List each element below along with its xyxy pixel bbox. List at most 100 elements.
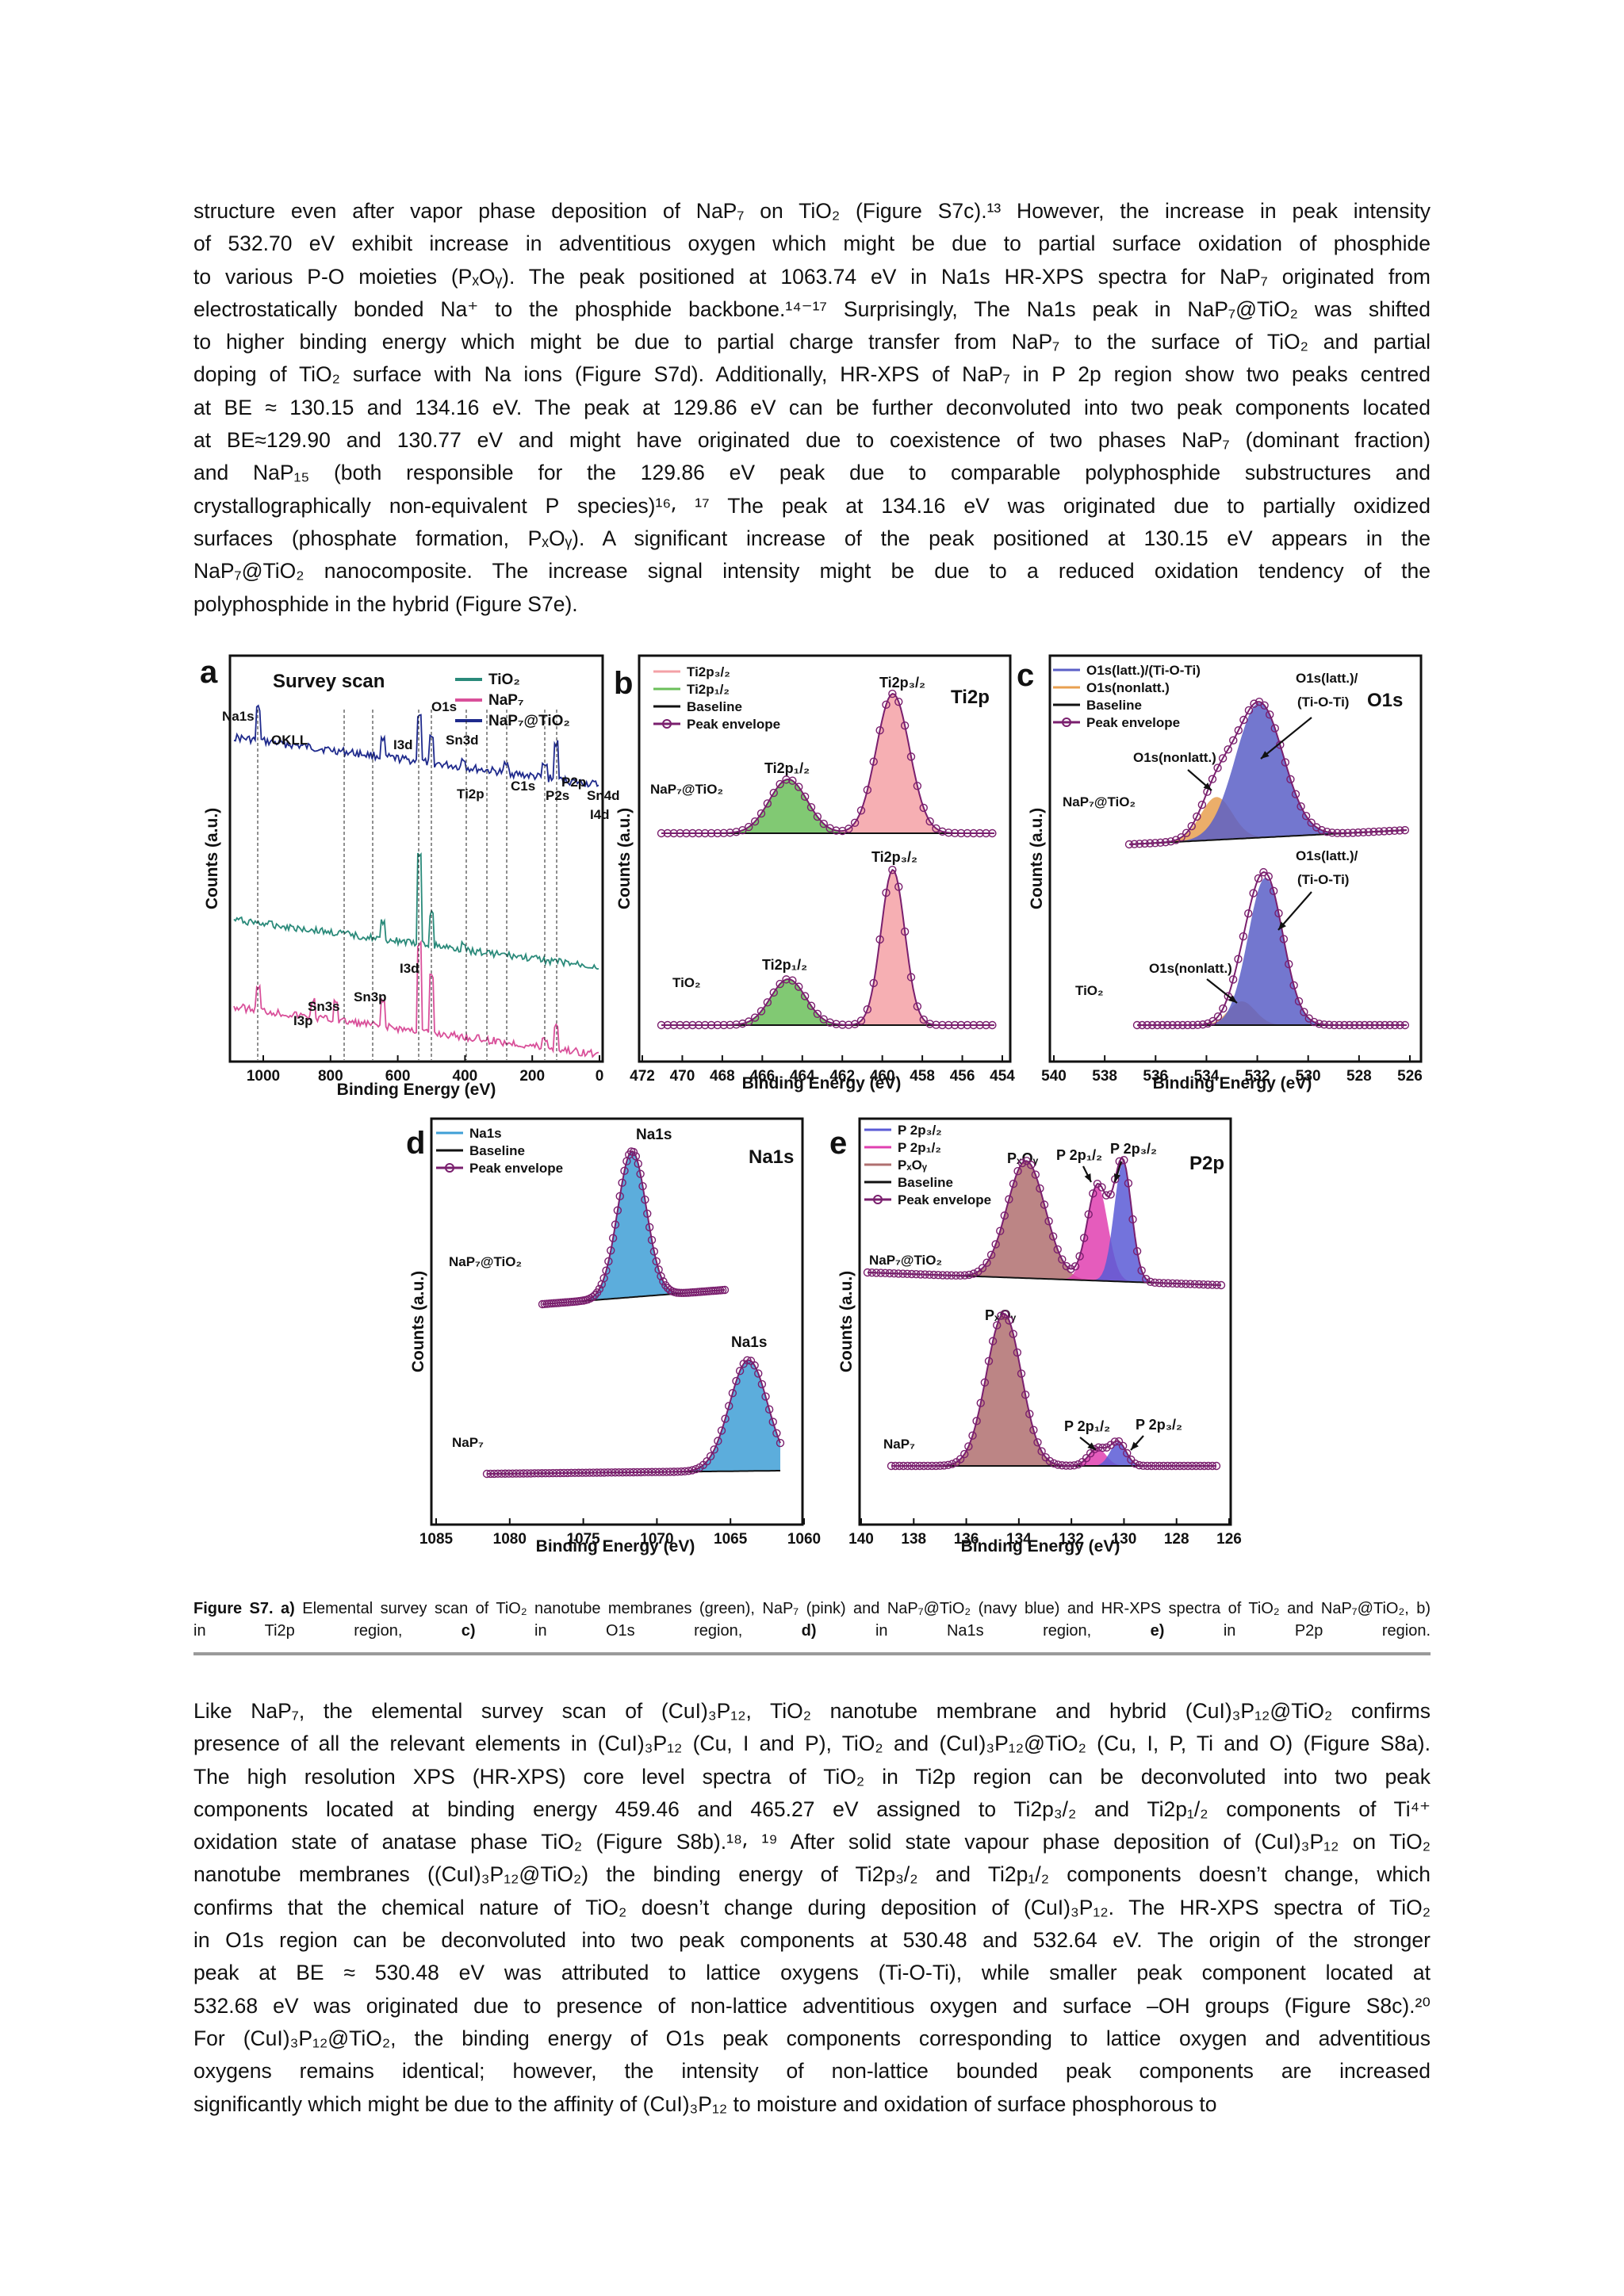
panel-d-lower-data-point — [754, 1369, 763, 1378]
panel-e-upper-data-point — [881, 1269, 890, 1277]
panel-e-title: P2p — [1189, 1153, 1224, 1174]
panel-c-upper-data-point — [1193, 812, 1201, 821]
panel-e-upper-data-point — [1075, 1252, 1084, 1261]
panel-c-lower-data-point — [1365, 1020, 1374, 1030]
panel-b-lower-data-point — [888, 865, 897, 874]
panel-d-upper-data-point — [599, 1274, 608, 1283]
panel-d-upper-data-point — [613, 1206, 622, 1215]
panel-e-lower-data-point — [1171, 1461, 1180, 1471]
panel-e-lower-data-point — [1029, 1425, 1038, 1434]
panel-e-lower-data-point — [1021, 1391, 1030, 1399]
panel-b-upper-data-point — [682, 828, 691, 838]
panel-d-upper-data-point — [629, 1147, 638, 1157]
panel-e-upper-data-point — [952, 1271, 960, 1280]
panel-e-upper-data-point — [1208, 1280, 1217, 1289]
panel-b-upper-data-point — [819, 819, 828, 828]
panel-c-lower-data-point — [1183, 1020, 1192, 1030]
panel-e-upper-data-point — [1027, 1161, 1036, 1169]
panel-c-lower-data-point — [1219, 1004, 1228, 1013]
panel-e-lower-data-point — [960, 1449, 969, 1459]
panel-c-upper-data-point — [1140, 839, 1149, 848]
panel-e-tick-label: 130 — [1112, 1531, 1137, 1548]
caption-line-2: in Ti2p region, c) in O1s region, d) in … — [193, 1622, 1431, 1640]
panel-c-lower-data-point — [1239, 932, 1248, 941]
panel-a-letter: a — [200, 655, 218, 690]
panel-d-upper-data-point — [634, 1159, 642, 1169]
panel-e-upper-data-point — [902, 1269, 912, 1278]
panel-c-upper-data-point — [1229, 736, 1238, 745]
panel-b-upper-data-point — [913, 782, 922, 790]
panel-b-upper-data-point — [695, 828, 703, 838]
panel-c-lower-data-point — [1269, 886, 1278, 896]
panel-d-tick-label: 1085 — [419, 1531, 454, 1548]
panel-d-peak-label: Na1s — [636, 1127, 672, 1143]
panel-b-lower-data-point — [726, 1020, 734, 1029]
panel-b-lower-data-point — [713, 1020, 722, 1030]
panel-c-upper-data-point — [1396, 826, 1404, 835]
panel-b-upper-data-point — [800, 792, 810, 802]
caption-divider — [193, 1652, 1431, 1655]
panel-b-lower-data-point — [863, 1005, 872, 1014]
panel-d-tick-label: 1075 — [566, 1531, 600, 1548]
panel-e-lower-data-point — [1143, 1461, 1152, 1471]
panel-c-letter: c — [1017, 658, 1034, 693]
panel-c-lower-data-point — [1234, 955, 1243, 963]
panel-d-upper-data-point — [595, 1284, 604, 1294]
panel-b-lower-data-point — [894, 882, 903, 891]
panel-d-lower-data-point — [706, 1452, 715, 1461]
panel-e-lower-data-point — [1058, 1461, 1067, 1470]
panel-c-upper-data-point — [1327, 828, 1337, 837]
panel-b-upper-data-point — [707, 828, 716, 838]
panel-e-lower-data-point — [1155, 1461, 1164, 1471]
figure-s7: a Survey scan TiO₂ NaP₇ NaP₇@TiO₂ Na1s OKLL I3d… — [193, 646, 1438, 1566]
panel-e-lower-data-point — [1175, 1461, 1185, 1471]
panel-d-upper-data-point — [590, 1291, 599, 1299]
panel-b-upper-data-point — [700, 828, 710, 838]
panel-b-lower-data-point — [919, 1015, 928, 1024]
panel-e-upper-data-point — [986, 1250, 996, 1260]
panel-c-upper-data-point — [1208, 775, 1217, 783]
panel-e-lower-data-point — [980, 1378, 990, 1387]
panel-e-lower-data-point — [1123, 1448, 1132, 1458]
panel-b-upper-data-point — [713, 828, 722, 838]
panel-c-lower-data-point — [1138, 1020, 1147, 1030]
panel-c-upper-data-point — [1323, 828, 1331, 836]
para1-line: electrostatically bonded Na⁺ to the phos… — [193, 297, 1431, 321]
panel-d-upper-data-point — [652, 1257, 661, 1266]
panel-d-tick-label: 1060 — [787, 1531, 821, 1548]
panel-b-upper-data-point — [938, 827, 947, 836]
panel-b-tick-label: 472 — [630, 1068, 655, 1085]
panel-e-lower-data-point — [887, 1461, 896, 1471]
para1-line: and NaP₁₅ (both responsible for the 129.… — [193, 461, 1431, 485]
panel-a-legend-entry: NaP₇ — [488, 692, 524, 709]
panel-b-tick-label: 470 — [670, 1068, 695, 1085]
panel-c-upper-data-point — [1166, 837, 1175, 846]
panel-e-xlabel: Binding Energy (eV) — [961, 1537, 1120, 1556]
panel-d-frame — [430, 1117, 804, 1526]
panel-d-lower-data-point — [732, 1376, 741, 1386]
panel-c-lower-envelope — [1137, 871, 1407, 1026]
para1-line: at BE ≈ 130.15 and 134.16 eV. The peak a… — [193, 395, 1431, 419]
panel-c-lower-data-point — [1259, 867, 1268, 877]
panel-a-xlabel: Binding Energy (eV) — [337, 1081, 496, 1099]
panel-e-lower-data-point — [911, 1461, 920, 1471]
para2-line: presence of all the relevant elements in… — [193, 1732, 1431, 1756]
panel-e-upper-data-point — [1017, 1158, 1027, 1168]
panel-d-xlabel: Binding Energy (eV) — [536, 1537, 695, 1556]
panel-b-tick-label: 462 — [829, 1068, 855, 1085]
panel-d-upper-data-point — [657, 1272, 665, 1280]
panel-e-lower-data-point — [1167, 1461, 1176, 1471]
panel-e-upper-data-point — [929, 1270, 938, 1280]
panel-b-upper-data-point — [832, 826, 841, 835]
panel-e-upper-data-point — [1120, 1156, 1128, 1165]
panel-e-upper-data-point — [1009, 1179, 1018, 1188]
panel-a-spectrum — [233, 852, 599, 970]
panel-e-upper-data-point — [1182, 1280, 1190, 1288]
panel-e-upper-data-point — [938, 1271, 947, 1280]
panel-e-letter: e — [829, 1126, 847, 1161]
panel-d-lower-data-point — [757, 1380, 767, 1389]
panel-b-upper-data-point — [657, 828, 666, 838]
panel-e-lower-data-point — [1135, 1460, 1143, 1470]
panel-b-upper-data-point — [906, 752, 916, 761]
panel-b-lower-data-point — [756, 1007, 766, 1016]
